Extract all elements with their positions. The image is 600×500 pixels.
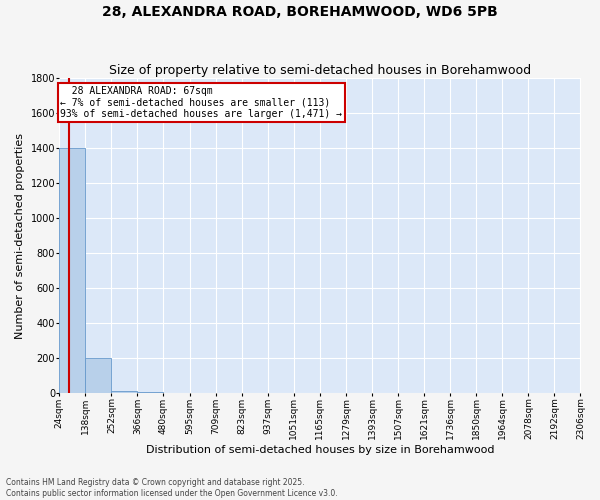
Bar	[137, 392, 163, 393]
Bar	[59, 148, 85, 393]
Text: 28, ALEXANDRA ROAD, BOREHAMWOOD, WD6 5PB: 28, ALEXANDRA ROAD, BOREHAMWOOD, WD6 5PB	[102, 5, 498, 19]
Y-axis label: Number of semi-detached properties: Number of semi-detached properties	[15, 132, 25, 338]
Bar	[112, 392, 137, 393]
Bar	[163, 392, 190, 393]
X-axis label: Distribution of semi-detached houses by size in Borehamwood: Distribution of semi-detached houses by …	[146, 445, 494, 455]
Title: Size of property relative to semi-detached houses in Borehamwood: Size of property relative to semi-detach…	[109, 64, 531, 77]
Text: 28 ALEXANDRA ROAD: 67sqm
← 7% of semi-detached houses are smaller (113)
93% of s: 28 ALEXANDRA ROAD: 67sqm ← 7% of semi-de…	[61, 86, 343, 119]
Bar	[85, 358, 112, 393]
Text: Contains HM Land Registry data © Crown copyright and database right 2025.
Contai: Contains HM Land Registry data © Crown c…	[6, 478, 338, 498]
